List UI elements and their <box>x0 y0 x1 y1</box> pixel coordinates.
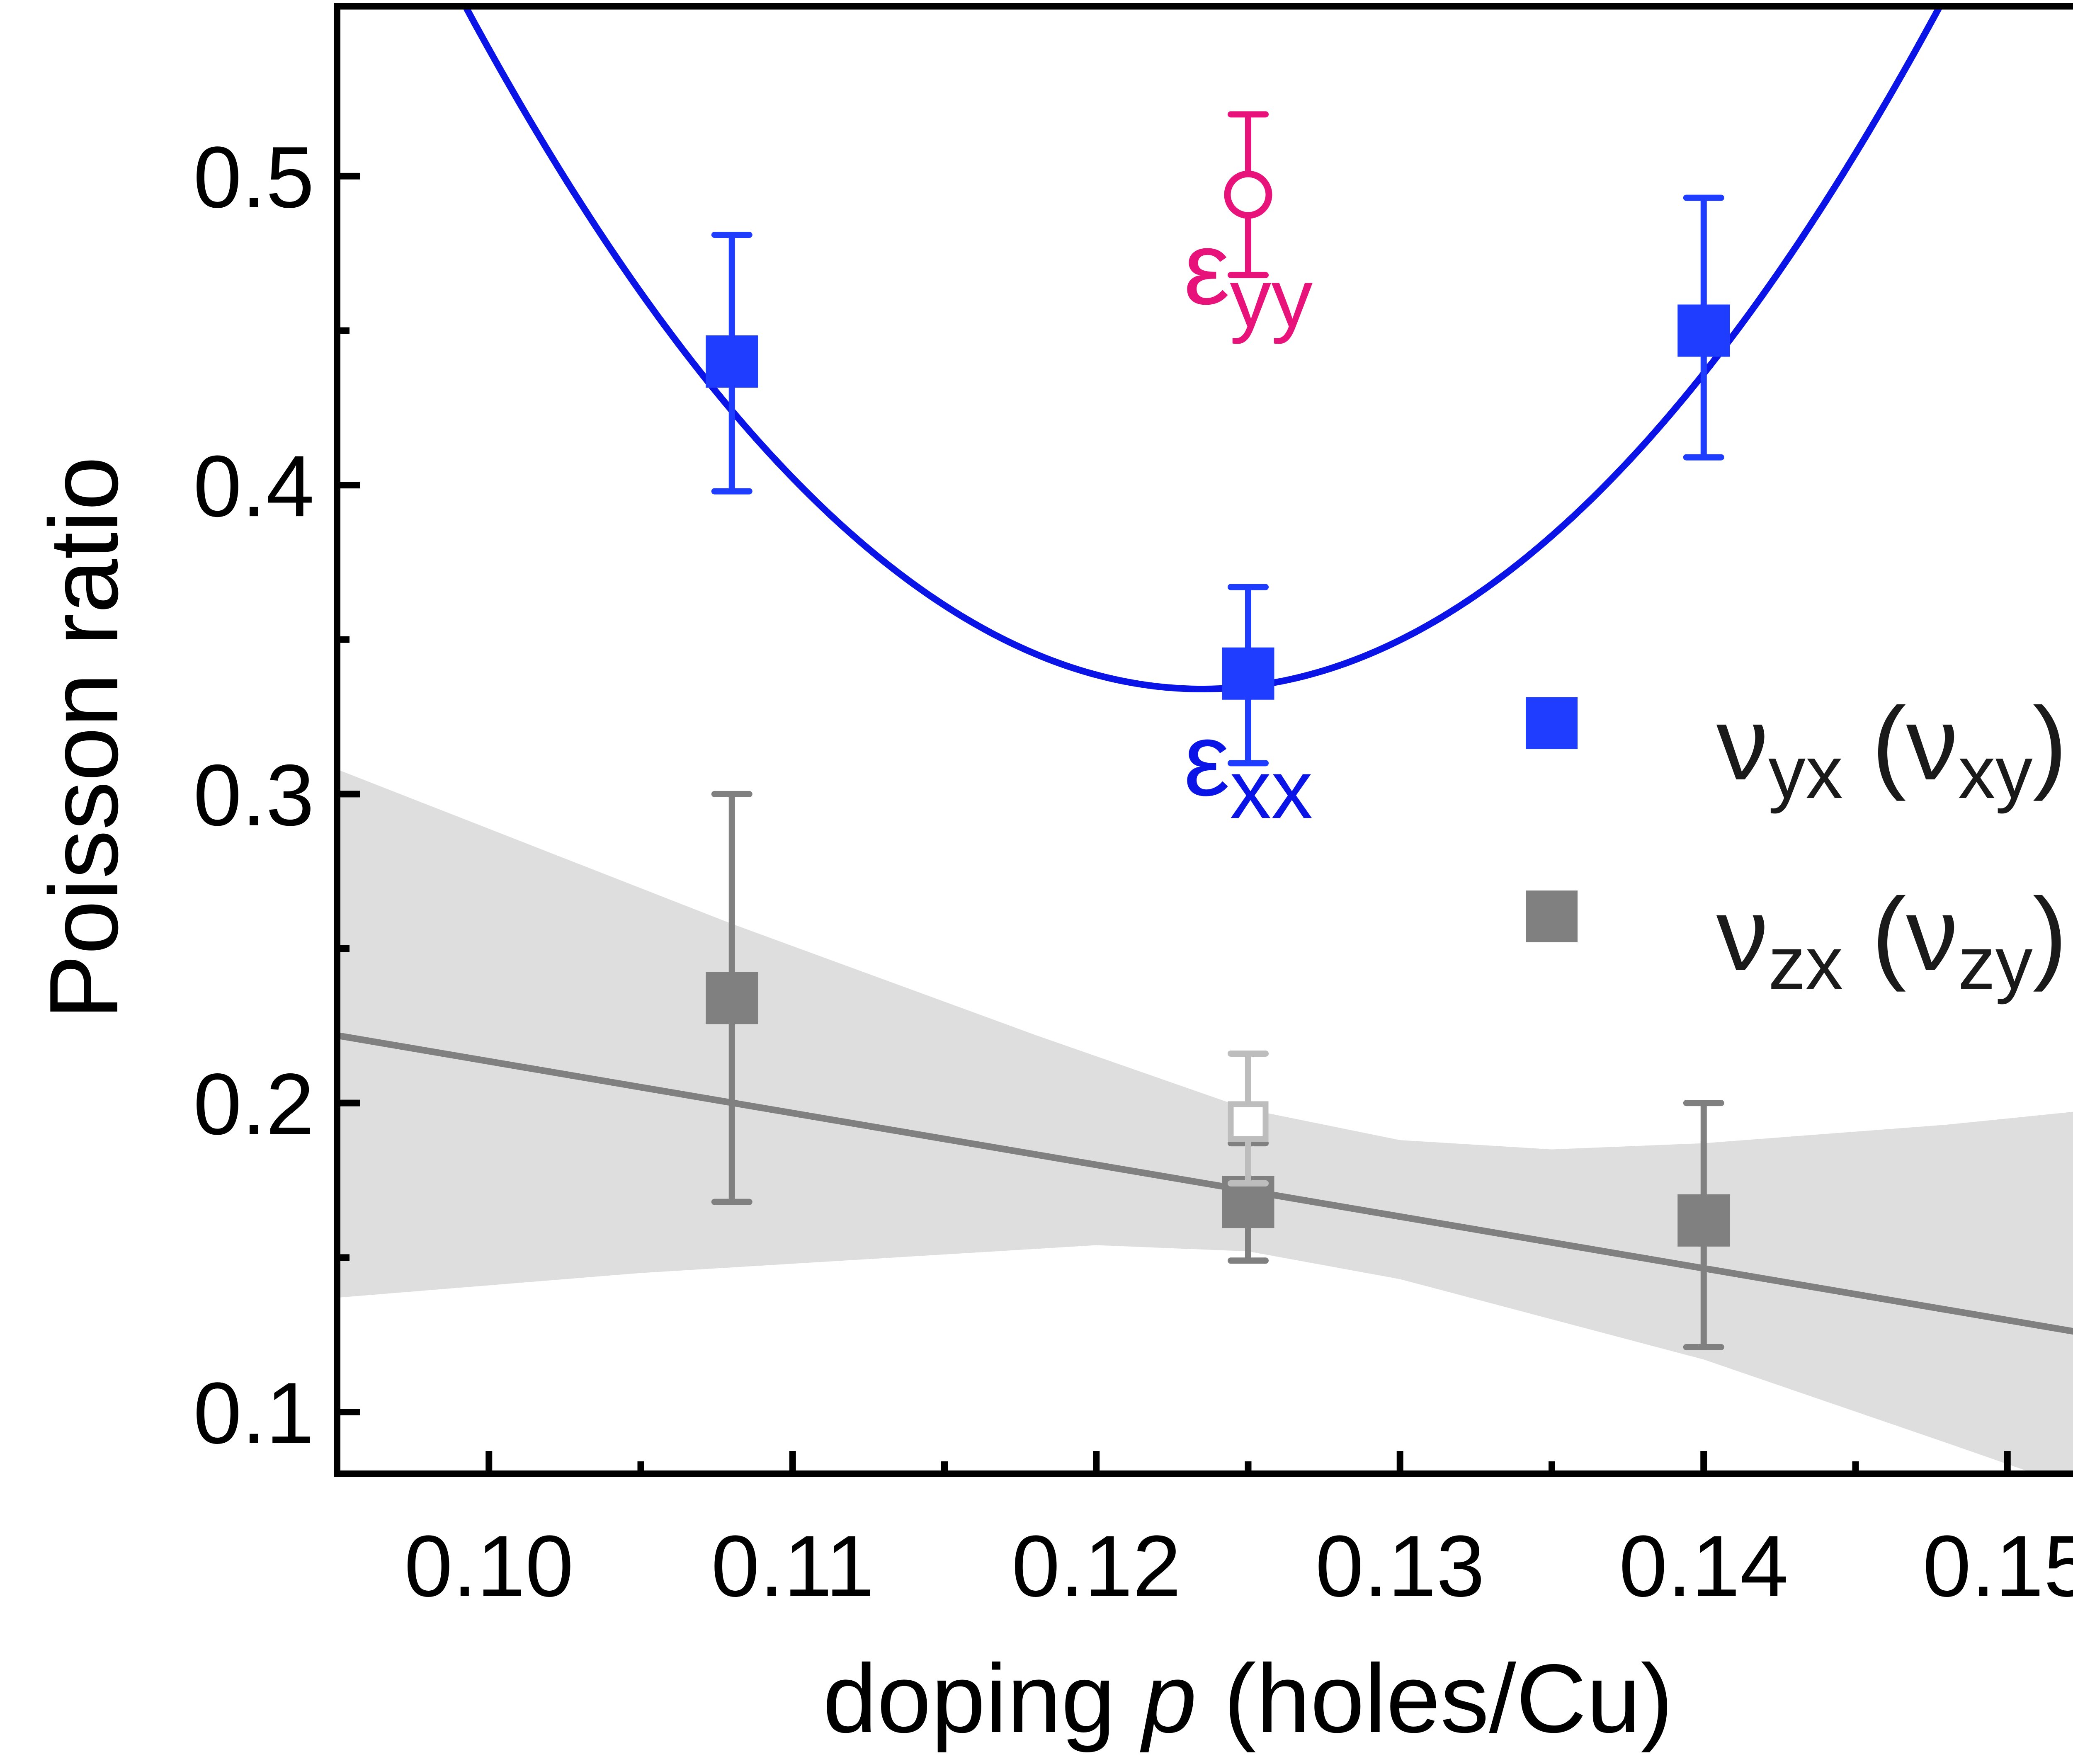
legend-nu-zx-sub: zx <box>1768 922 1843 1005</box>
marker-square-s0-2 <box>1677 304 1730 357</box>
y-tick-label-0: 0.1 <box>193 1364 314 1462</box>
legend: νyx (νxy) νzx (νzy) <box>1526 686 2067 1005</box>
point-s3-0 <box>1228 1050 1269 1187</box>
annotation-epsilon-xx-subscript: xx <box>1230 743 1313 836</box>
legend-nu-zy-symbol: ν <box>1906 876 1958 992</box>
parabola-fit-line <box>461 6 1944 692</box>
x-tick-label-5: 0.15 <box>1923 1517 2073 1615</box>
point-s1-2 <box>1677 1100 1730 1350</box>
confidence-band <box>337 769 2073 1474</box>
legend-nu-xy-close-paren: ) <box>2033 686 2067 801</box>
annotations-layer: εyy εxx <box>1184 210 1313 836</box>
y-tick-label-4: 0.5 <box>193 129 314 226</box>
marker-square-s0-0 <box>706 335 758 388</box>
marker-square-s0-1 <box>1222 647 1274 700</box>
marker-open-square-s3-0 <box>1228 1101 1269 1142</box>
legend-nu-xy-sub: xy <box>1958 731 2033 814</box>
point-s0-2 <box>1677 194 1730 461</box>
x-axis-title-variable: p <box>1140 1644 1197 1753</box>
marker-open-circle-s2-0 <box>1224 170 1272 219</box>
legend-nu-zy-sub: zy <box>1958 922 2033 1005</box>
marker-square-s1-0 <box>706 972 758 1024</box>
marker-square-s1-2 <box>1677 1194 1730 1247</box>
axis-titles: doping p (holes/Cu) Poisson ratio <box>29 456 1673 1753</box>
x-axis-title-post: (holes/Cu) <box>1197 1644 1673 1753</box>
x-axis-title-pre: doping <box>823 1644 1143 1753</box>
legend-nu-zx-open-paren: ( <box>1843 876 1906 992</box>
data-points-layer <box>706 111 1730 1350</box>
annotation-epsilon-yy-subscript: yy <box>1230 252 1313 345</box>
x-tick-label-0: 0.10 <box>404 1517 574 1615</box>
x-tick-label-1: 0.11 <box>711 1517 874 1615</box>
legend-marker-blue-square <box>1526 697 1578 749</box>
y-tick-label-1: 0.2 <box>193 1055 314 1153</box>
annotation-epsilon-yy: εyy <box>1184 210 1313 345</box>
point-s2-0 <box>1224 111 1272 278</box>
x-axis-title: doping p (holes/Cu) <box>823 1644 1673 1753</box>
legend-marker-gray-square <box>1526 890 1578 942</box>
axis-ticks-layer: 0.10 0.11 0.12 0.13 0.14 0.15 0.1 0.2 0.3 0.4 0.5 <box>193 129 2073 1615</box>
x-tick-label-4: 0.14 <box>1619 1517 1789 1615</box>
y-tick-label-3: 0.4 <box>193 437 314 535</box>
legend-nu-zx-symbol: ν <box>1716 876 1768 992</box>
legend-entry-nu-yx: νyx (νxy) <box>1716 686 2067 814</box>
legend-nu-yx-open-paren: ( <box>1843 686 1906 801</box>
legend-nu-xy-symbol: ν <box>1906 686 1958 801</box>
x-tick-label-3: 0.13 <box>1315 1517 1485 1615</box>
annotation-epsilon-xx: εxx <box>1184 701 1313 836</box>
legend-nu-yx-sub: yx <box>1768 731 1843 814</box>
y-axis-title: Poisson ratio <box>29 456 138 1019</box>
x-tick-label-2: 0.12 <box>1012 1517 1181 1615</box>
legend-nu-yx-symbol: ν <box>1716 686 1768 801</box>
confidence-band-layer <box>337 769 2073 1474</box>
point-s1-0 <box>706 791 758 1205</box>
point-s0-0 <box>706 231 758 495</box>
plot-frame <box>334 3 2073 1477</box>
annotation-epsilon-xx-symbol: ε <box>1184 701 1230 817</box>
legend-nu-zy-close-paren: ) <box>2033 876 2067 992</box>
annotation-epsilon-yy-symbol: ε <box>1184 210 1230 326</box>
y-tick-label-2: 0.3 <box>193 746 314 844</box>
legend-entry-nu-zx: νzx (νzy) <box>1716 876 2067 1005</box>
point-s0-1 <box>1222 584 1274 767</box>
